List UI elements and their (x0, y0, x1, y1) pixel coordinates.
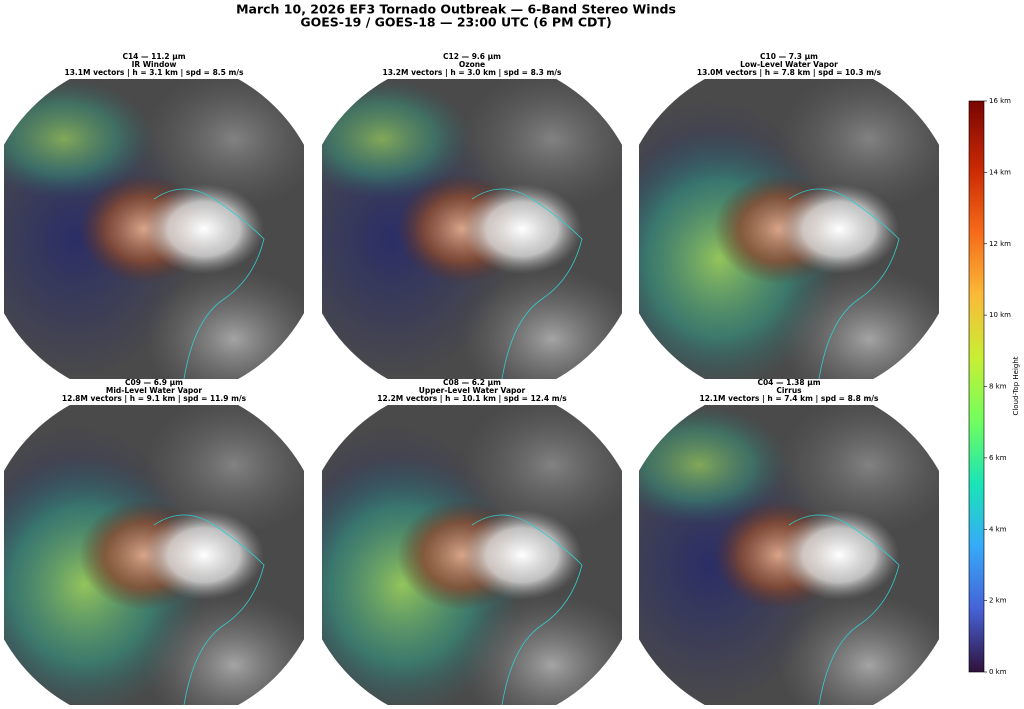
earth-disk (4, 405, 304, 705)
colorbar-tick-label: 10 km (989, 311, 1011, 319)
colorbar-tick-label: 8 km (989, 383, 1007, 391)
earth-disk (4, 79, 304, 379)
panel-image (322, 79, 622, 379)
figure-title: March 10, 2026 EF3 Tornado Outbreak — 6-… (236, 2, 676, 17)
lower-right (779, 269, 939, 379)
colorbar-tick-label: 4 km (989, 525, 1007, 533)
panel-image (639, 405, 939, 705)
panel-name: Cirrus (776, 386, 802, 395)
panel-image (4, 405, 304, 705)
clouds (462, 510, 582, 600)
panel-stats: 12.8M vectors | h = 9.1 km | spd = 11.9 … (62, 394, 247, 404)
panel-band: C10 — 7.3 µm (760, 52, 818, 61)
earth-disk (322, 405, 622, 705)
colorbar-tick-label: 6 km (989, 454, 1007, 462)
panel-name: Mid-Level Water Vapor (106, 386, 203, 395)
coastline (788, 188, 900, 379)
colorbar-tick-label: 0 km (989, 668, 1007, 676)
panel-stats: 12.2M vectors | h = 10.1 km | spd = 12.4… (377, 394, 567, 404)
panel-stats: 13.2M vectors | h = 3.0 km | spd = 8.3 m… (383, 68, 563, 78)
figure-subtitle: GOES-19 / GOES-18 — 23:00 UTC (6 PM CDT) (300, 15, 611, 30)
panel-name: Upper-Level Water Vapor (419, 386, 526, 395)
coastline (153, 514, 265, 705)
clouds (779, 510, 899, 600)
coastline (471, 188, 583, 379)
panel-stats: 13.0M vectors | h = 7.8 km | spd = 10.3 … (697, 68, 882, 78)
colorbar (968, 100, 985, 673)
panel-stats: 13.1M vectors | h = 3.1 km | spd = 8.5 m… (65, 68, 245, 78)
coastline (788, 514, 900, 705)
panel-image (639, 79, 939, 379)
panel-name: Low-Level Water Vapor (740, 60, 838, 69)
coastline (153, 188, 265, 379)
colorbar-tick-label: 12 km (989, 240, 1011, 248)
colorbar-tick-label: 14 km (989, 168, 1011, 176)
panel-name: IR Window (132, 60, 177, 69)
clouds (779, 184, 899, 274)
earth-disk (639, 405, 939, 705)
colorbar-tick-label: 16 km (989, 97, 1011, 105)
panel-stats: 12.1M vectors | h = 7.4 km | spd = 8.8 m… (700, 394, 880, 404)
coastline (471, 514, 583, 705)
panel-image (322, 405, 622, 705)
clouds (144, 184, 264, 274)
panel-band: C09 — 6.9 µm (125, 378, 183, 387)
panel-band: C12 — 9.6 µm (443, 52, 501, 61)
earth-disk (322, 79, 622, 379)
colorbar-tick-label: 2 km (989, 597, 1007, 605)
panel-band: C08 — 6.2 µm (443, 378, 501, 387)
panel-band: C14 — 11.2 µm (122, 52, 185, 61)
panel-band: C04 — 1.38 µm (757, 378, 820, 387)
clouds (144, 510, 264, 600)
clouds (462, 184, 582, 274)
colorbar-label: Cloud-Top Height (1012, 356, 1020, 415)
panel-name: Ozone (459, 60, 485, 69)
panel-image (4, 79, 304, 379)
earth-disk (639, 79, 939, 379)
